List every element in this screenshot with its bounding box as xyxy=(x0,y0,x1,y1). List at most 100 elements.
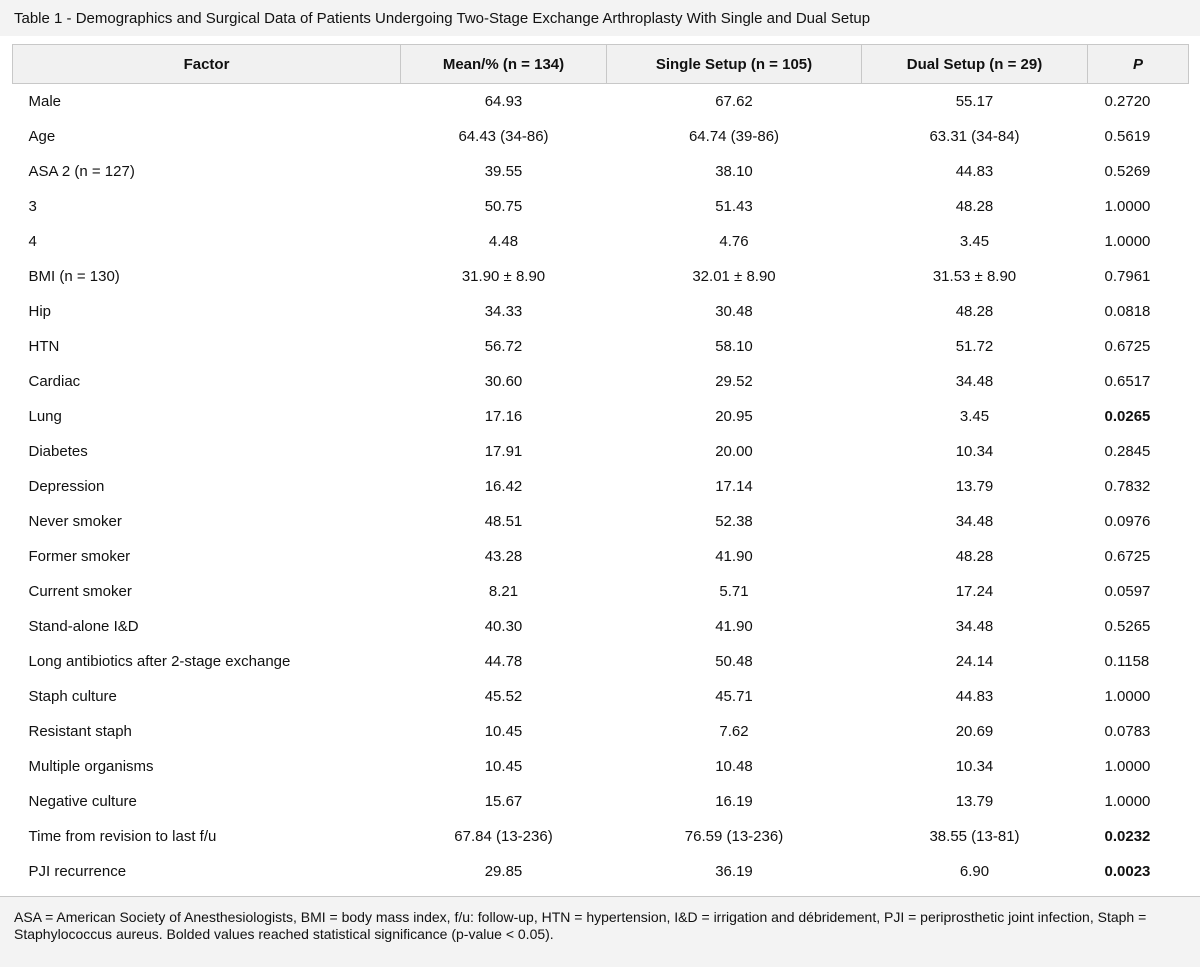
cell-dual-setup: 6.90 xyxy=(959,863,990,880)
cell-dual-setup: 34.48 xyxy=(955,513,994,530)
cell-single-setup: 20.00 xyxy=(715,443,753,460)
cell-factor: Staph culture xyxy=(28,688,117,705)
table-row: Hip 34.33 30.48 48.28 0.0818 xyxy=(13,294,1189,329)
cell-single-setup: 30.48 xyxy=(715,303,753,320)
table-row: Resistant staph 10.45 7.62 20.69 0.0783 xyxy=(13,714,1189,749)
cell-single-setup: 76.59 (13-236) xyxy=(684,828,784,845)
cell-mean: 10.45 xyxy=(484,723,523,740)
cell-p-value: 1.0000 xyxy=(1104,758,1151,775)
table-row: HTN 56.72 58.10 51.72 0.6725 xyxy=(13,329,1189,364)
cell-dual-setup: 44.83 xyxy=(955,163,994,180)
cell-p-value: 0.6517 xyxy=(1104,373,1151,390)
cell-single-setup: 32.01 ± 8.90 xyxy=(692,268,776,285)
cell-p-value: 1.0000 xyxy=(1104,233,1151,250)
cell-p-value: 0.0023 xyxy=(1104,863,1151,880)
data-table-container: Factor Mean/% (n = 134) Single Setup (n … xyxy=(12,44,1189,890)
cell-factor: ASA 2 (n = 127) xyxy=(28,163,135,180)
cell-p-value: 0.5619 xyxy=(1104,128,1151,145)
cell-single-setup: 20.95 xyxy=(715,408,753,425)
table-row: PJI recurrence 29.85 36.19 6.90 0.0023 xyxy=(13,854,1189,889)
cell-single-setup: 58.10 xyxy=(715,338,753,355)
table-row: Multiple organisms 10.45 10.48 10.34 1.0000 xyxy=(13,749,1189,784)
cell-dual-setup: 3.45 xyxy=(959,233,990,250)
cell-mean: 30.60 xyxy=(484,373,523,390)
cell-mean: 48.51 xyxy=(484,513,523,530)
cell-p-value: 0.6725 xyxy=(1104,338,1151,355)
cell-mean: 10.45 xyxy=(484,758,523,775)
cell-dual-setup: 63.31 (34-84) xyxy=(929,128,1020,145)
cell-mean: 44.78 xyxy=(484,653,523,670)
cell-single-setup: 45.71 xyxy=(715,688,753,705)
cell-single-setup: 41.90 xyxy=(715,618,753,635)
cell-single-setup: 41.90 xyxy=(715,548,753,565)
cell-dual-setup: 44.83 xyxy=(955,688,994,705)
table-row: Age 64.43 (34-86) 64.74 (39-86) 63.31 (34-8… xyxy=(13,119,1189,154)
cell-mean: 16.42 xyxy=(484,478,523,495)
cell-mean: 43.28 xyxy=(484,548,523,565)
table-row: Diabetes 17.91 20.00 10.34 0.2845 xyxy=(13,434,1189,469)
cell-factor: 4 xyxy=(28,233,37,250)
cell-dual-setup: 13.79 xyxy=(955,478,994,495)
cell-p-value: 0.7832 xyxy=(1104,478,1151,495)
cell-single-setup: 36.19 xyxy=(715,863,753,880)
cell-dual-setup: 34.48 xyxy=(955,373,994,390)
cell-dual-setup: 48.28 xyxy=(955,303,994,320)
cell-mean: 34.33 xyxy=(484,303,523,320)
table-row: 4 4.48 4.76 3.45 1.0000 xyxy=(13,224,1189,259)
cell-dual-setup: 24.14 xyxy=(955,653,994,670)
table-row: Negative culture 15.67 16.19 13.79 1.0000 xyxy=(13,784,1189,819)
cell-p-value: 0.0976 xyxy=(1104,513,1151,530)
cell-single-setup: 38.10 xyxy=(715,163,753,180)
cell-single-setup: 7.62 xyxy=(719,723,749,740)
cell-factor: Time from revision to last f/u xyxy=(28,828,217,845)
cell-single-setup: 64.74 (39-86) xyxy=(688,128,780,145)
table-row: BMI (n = 130) 31.90 ± 8.90 32.01 ± 8.90 31.… xyxy=(13,259,1189,294)
cell-p-value: 0.1158 xyxy=(1104,653,1150,670)
cell-p-value: 0.2845 xyxy=(1104,443,1151,460)
column-header-single-setup: Single Setup (n = 105) xyxy=(606,44,862,84)
cell-mean: 17.91 xyxy=(484,443,523,460)
cell-dual-setup: 38.55 (13-81) xyxy=(929,828,1020,845)
table-body: Male 64.93 67.62 55.17 0.2720 Age 64.43 (34-86… xyxy=(13,84,1189,890)
cell-p-value: 0.5269 xyxy=(1104,163,1151,180)
cell-single-setup: 4.76 xyxy=(719,233,749,250)
cell-mean: 50.75 xyxy=(484,198,523,215)
cell-single-setup: 50.48 xyxy=(715,653,753,670)
cell-factor: Never smoker xyxy=(28,513,122,530)
cell-factor: BMI (n = 130) xyxy=(28,268,120,285)
cell-p-value: 0.0783 xyxy=(1104,723,1151,740)
cell-mean: 4.48 xyxy=(488,233,519,250)
cell-factor: Long antibiotics after 2-stage exchange xyxy=(28,653,291,670)
table-row: Time from revision to last f/u 67.84 (13-… xyxy=(13,819,1189,854)
cell-mean: 64.93 xyxy=(484,93,523,110)
cell-dual-setup: 10.34 xyxy=(955,443,994,460)
cell-dual-setup: 55.17 xyxy=(955,93,994,110)
cell-mean: 15.67 xyxy=(484,793,523,810)
cell-factor: Lung xyxy=(28,408,62,425)
cell-factor: 3 xyxy=(28,198,37,215)
cell-single-setup: 51.43 xyxy=(715,198,753,215)
table-row: Staph culture 45.52 45.71 44.83 1.0000 xyxy=(13,679,1189,714)
cell-factor: Diabetes xyxy=(28,443,88,460)
table-footnote: ASA = American Society of Anesthesiologi… xyxy=(0,896,1200,967)
cell-dual-setup: 34.48 xyxy=(955,618,994,635)
table-row: ASA 2 (n = 127) 39.55 38.10 44.83 0.5269 xyxy=(13,154,1189,189)
cell-p-value: 1.0000 xyxy=(1104,198,1151,215)
cell-single-setup: 52.38 xyxy=(715,513,753,530)
cell-mean: 56.72 xyxy=(484,338,523,355)
cell-factor: Hip xyxy=(28,303,52,320)
table-row: Long antibiotics after 2-stage exchange 4… xyxy=(13,644,1189,679)
table-row: Cardiac 30.60 29.52 34.48 0.6517 xyxy=(13,364,1189,399)
cell-factor: Depression xyxy=(28,478,105,495)
cell-p-value: 0.6725 xyxy=(1104,548,1151,565)
cell-mean: 67.84 (13-236) xyxy=(454,828,553,845)
table-row: Male 64.93 67.62 55.17 0.2720 xyxy=(13,84,1189,120)
cell-mean: 64.43 (34-86) xyxy=(458,128,549,145)
cell-mean: 17.16 xyxy=(484,408,523,425)
cell-factor: HTN xyxy=(28,338,60,355)
cell-mean: 45.52 xyxy=(484,688,523,705)
cell-factor: Age xyxy=(28,128,56,145)
cell-factor: Resistant staph xyxy=(28,723,132,740)
cell-single-setup: 5.71 xyxy=(719,583,749,600)
cell-p-value: 0.5265 xyxy=(1104,618,1151,635)
